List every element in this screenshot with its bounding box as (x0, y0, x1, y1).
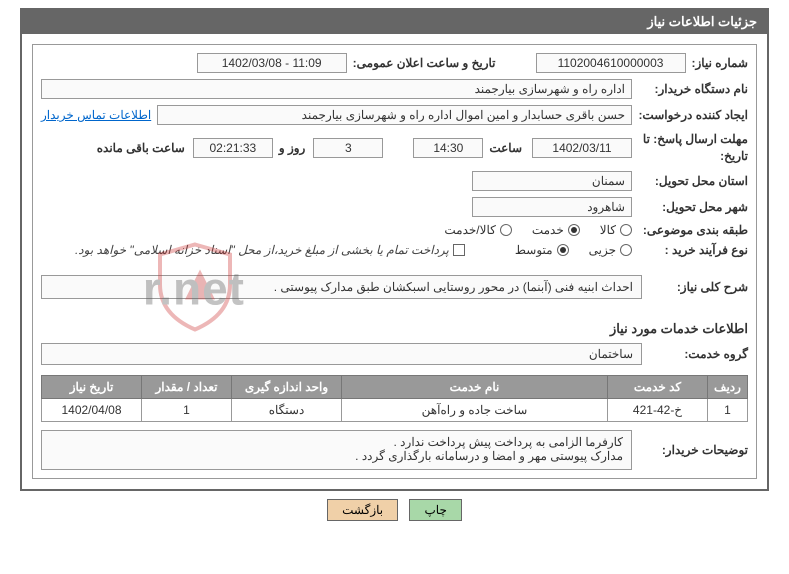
table-header-row: ردیف کد خدمت نام خدمت واحد اندازه گیری ت… (42, 375, 748, 398)
deadline-label-line2: تاریخ: (720, 149, 748, 163)
main-desc-label: شرح کلی نیاز: (658, 280, 748, 294)
need-number-label: شماره نیاز: (692, 56, 748, 70)
buyer-notes-label: توضیحات خریدار: (648, 443, 748, 457)
requester-value: حسن باقری حسابدار و امین اموال اداره راه… (157, 105, 632, 125)
back-button[interactable]: بازگشت (327, 499, 398, 521)
th-row: ردیف (708, 375, 748, 398)
row-city: شهر محل تحویل: شاهرود (41, 197, 748, 217)
deadline-date: 1402/03/11 (532, 138, 632, 158)
requester-label: ایجاد کننده درخواست: (638, 108, 748, 122)
category-radio-group: کالا خدمت کالا/خدمت (424, 223, 632, 237)
th-code: کد خدمت (608, 375, 708, 398)
row-main-desc: شرح کلی نیاز: احداث ابنیه فنی (آبنما) در… (41, 275, 748, 299)
main-container: جزئیات اطلاعات نیاز شماره نیاز: 11020046… (20, 8, 769, 491)
td-date: 1402/04/08 (42, 398, 142, 421)
buyer-notes-box: کارفرما الزامی به پرداخت پیش پرداخت ندار… (41, 430, 632, 470)
treasury-checkbox[interactable]: پرداخت تمام یا بخشی از مبلغ خرید،از محل … (75, 243, 465, 257)
th-name: نام خدمت (342, 375, 608, 398)
remaining-time: 02:21:33 (193, 138, 273, 158)
page-title: جزئیات اطلاعات نیاز (22, 10, 767, 34)
radio-icon (620, 224, 632, 236)
province-label: استان محل تحویل: (638, 174, 748, 188)
days-and-label: روز و (279, 141, 306, 155)
radio-icon (620, 244, 632, 256)
process-opt2-label: متوسط (515, 243, 553, 257)
category-opt3-label: کالا/خدمت (444, 223, 495, 237)
province-value: سمنان (472, 171, 632, 191)
announce-label: تاریخ و ساعت اعلان عمومی: (353, 56, 496, 70)
row-province: استان محل تحویل: سمنان (41, 171, 748, 191)
deadline-time: 14:30 (413, 138, 483, 158)
td-name: ساخت جاده و راه‌آهن (342, 398, 608, 421)
table-row: 1 خ-42-421 ساخت جاده و راه‌آهن دستگاه 1 … (42, 398, 748, 421)
category-opt1-label: کالا (600, 223, 616, 237)
td-code: خ-42-421 (608, 398, 708, 421)
buyer-notes-row: توضیحات خریدار: کارفرما الزامی به پرداخت… (41, 430, 748, 470)
row-buyer-org: نام دستگاه خریدار: اداره راه و شهرسازی ب… (41, 79, 748, 99)
row-need-number: شماره نیاز: 1102004610000003 تاریخ و ساع… (41, 53, 748, 73)
remaining-days: 3 (313, 138, 383, 158)
radio-icon (500, 224, 512, 236)
buyer-org-label: نام دستگاه خریدار: (638, 82, 748, 96)
service-group-value: ساختمان (41, 343, 642, 365)
treasury-note: پرداخت تمام یا بخشی از مبلغ خرید،از محل … (75, 243, 449, 257)
deadline-label: مهلت ارسال پاسخ: تا تاریخ: (638, 131, 748, 165)
city-value: شاهرود (472, 197, 632, 217)
services-table: ردیف کد خدمت نام خدمت واحد اندازه گیری ت… (41, 375, 748, 422)
th-qty: تعداد / مقدار (142, 375, 232, 398)
row-category: طبقه بندی موضوعی: کالا خدمت کالا/خدمت (41, 223, 748, 237)
row-deadline: مهلت ارسال پاسخ: تا تاریخ: 1402/03/11 سا… (41, 131, 748, 165)
buyer-org-value: اداره راه و شهرسازی بیارجمند (41, 79, 632, 99)
row-service-group: گروه خدمت: ساختمان (41, 343, 748, 365)
contact-buyer-link[interactable]: اطلاعات تماس خریدار (41, 108, 151, 122)
form-panel: شماره نیاز: 1102004610000003 تاریخ و ساع… (32, 44, 757, 479)
process-type-label: نوع فرآیند خرید : (638, 243, 748, 257)
main-desc-value: احداث ابنیه فنی (آبنما) در محور روستایی … (41, 275, 642, 299)
announce-group: تاریخ و ساعت اعلان عمومی: 11:09 - 1402/0… (197, 53, 496, 73)
buyer-notes-line1: کارفرما الزامی به پرداخت پیش پرداخت ندار… (50, 435, 623, 449)
checkbox-icon (453, 244, 465, 256)
process-radio-medium[interactable]: متوسط (515, 243, 569, 257)
button-row: چاپ بازگشت (0, 499, 789, 529)
process-opt1-label: جزیی (589, 243, 616, 257)
category-label: طبقه بندی موضوعی: (638, 223, 748, 237)
buyer-notes-line2: مدارک پیوستی مهر و امضا و درسامانه بارگذ… (50, 449, 623, 463)
th-date: تاریخ نیاز (42, 375, 142, 398)
th-unit: واحد اندازه گیری (232, 375, 342, 398)
row-requester: ایجاد کننده درخواست: حسن باقری حسابدار و… (41, 105, 748, 125)
service-group-label: گروه خدمت: (658, 347, 748, 361)
announce-value: 11:09 - 1402/03/08 (197, 53, 347, 73)
process-radio-minor[interactable]: جزیی (589, 243, 632, 257)
main-desc-section: شرح کلی نیاز: احداث ابنیه فنی (آبنما) در… (41, 269, 748, 311)
deadline-label-line1: مهلت ارسال پاسخ: تا (643, 132, 748, 146)
category-opt2-label: خدمت (532, 223, 564, 237)
td-qty: 1 (142, 398, 232, 421)
process-radio-group: جزیی متوسط (495, 243, 632, 257)
time-label: ساعت (489, 141, 522, 155)
print-button[interactable]: چاپ (409, 499, 461, 521)
need-number-value: 1102004610000003 (536, 53, 686, 73)
category-radio-both[interactable]: کالا/خدمت (444, 223, 511, 237)
row-process-type: نوع فرآیند خرید : جزیی متوسط پرداخت تمام… (41, 243, 748, 257)
radio-icon (557, 244, 569, 256)
td-unit: دستگاه (232, 398, 342, 421)
radio-icon (568, 224, 580, 236)
td-row: 1 (708, 398, 748, 421)
category-radio-kala[interactable]: کالا (600, 223, 632, 237)
services-section-title: اطلاعات خدمات مورد نیاز (41, 321, 748, 337)
city-label: شهر محل تحویل: (638, 200, 748, 214)
remaining-label: ساعت باقی مانده (97, 141, 185, 155)
category-radio-khedmat[interactable]: خدمت (532, 223, 580, 237)
